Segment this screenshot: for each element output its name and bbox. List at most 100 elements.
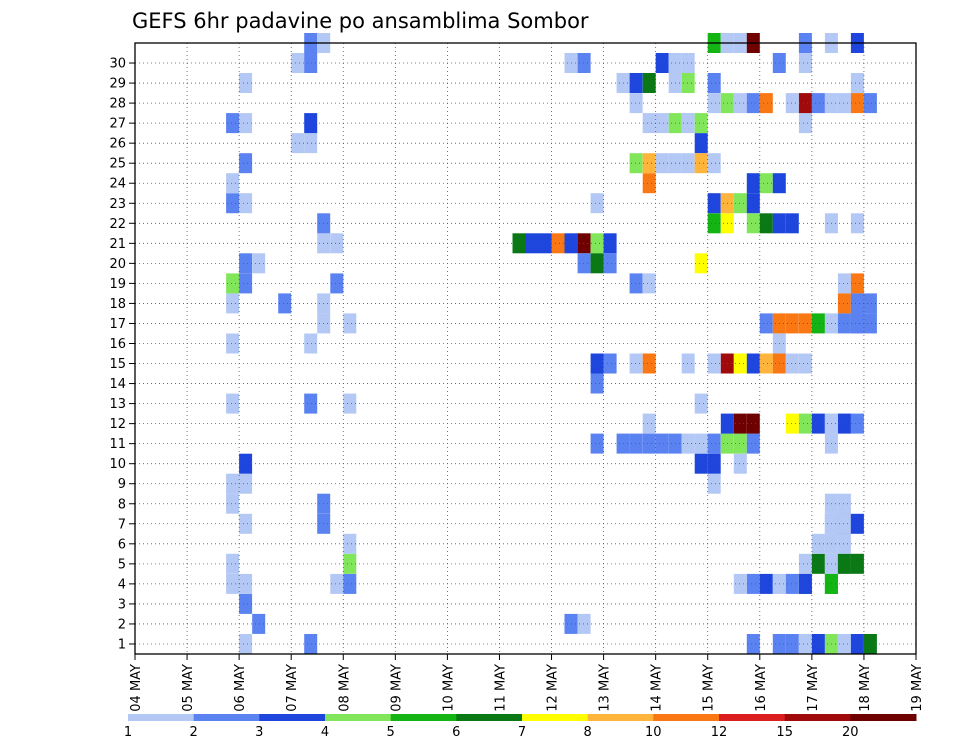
x-tick-label: 11 MAY	[493, 664, 508, 712]
heatmap-cell	[655, 113, 669, 134]
heatmap-cell	[343, 393, 357, 414]
heatmap-cell	[642, 433, 656, 454]
y-tick-label: 28	[109, 97, 126, 112]
heatmap-cell	[304, 113, 318, 134]
colorbar-swatch	[259, 714, 326, 721]
heatmap-cell	[239, 193, 253, 214]
heatmap-cell	[239, 593, 253, 614]
heatmap-cell	[239, 253, 253, 274]
heatmap-cell	[863, 634, 877, 654]
heatmap-cell	[746, 93, 760, 114]
heatmap-cell	[707, 93, 721, 114]
heatmap-cell	[226, 333, 240, 354]
heatmap-cell	[629, 93, 643, 114]
heatmap-cell	[226, 573, 240, 594]
heatmap-cell	[733, 413, 747, 434]
x-tick-label: 05 MAY	[181, 664, 196, 712]
heatmap-cell	[707, 453, 721, 474]
heatmap-cell	[811, 533, 825, 554]
heatmap-cell	[291, 53, 305, 73]
y-tick-label: 26	[109, 137, 126, 152]
heatmap-cell	[226, 553, 240, 574]
y-tick-label: 4	[118, 577, 126, 592]
y-axis: 1234567891011121314151617181920212223242…	[109, 57, 135, 652]
colorbar-swatch	[850, 714, 917, 721]
x-tick-label: 18 MAY	[858, 664, 873, 712]
y-tick-label: 23	[109, 197, 126, 212]
heatmap-cell	[707, 473, 721, 494]
colorbar-swatch	[193, 714, 260, 721]
x-tick-label: 10 MAY	[441, 664, 456, 712]
heatmap-cell	[239, 273, 253, 294]
y-tick-label: 17	[109, 317, 126, 332]
heatmap-cell	[226, 473, 240, 494]
y-tick-label: 8	[118, 497, 126, 512]
heatmap-cell	[863, 313, 877, 334]
heatmap-cell	[330, 573, 344, 594]
chart-title: GEFS 6hr padavine po ansamblima Sombor	[132, 9, 589, 33]
grid-lines	[135, 43, 916, 654]
heatmap-cell	[707, 213, 721, 234]
heatmap-cell	[681, 153, 695, 174]
colorbar-label: 3	[255, 725, 263, 740]
colorbar-label: 6	[452, 725, 460, 740]
heatmap-cell	[226, 113, 240, 134]
colorbar-swatch	[325, 714, 392, 721]
heatmap-cell	[629, 73, 643, 93]
heatmap-cell	[707, 193, 721, 214]
heatmap-cell	[707, 153, 721, 174]
heatmap-cell	[694, 113, 708, 134]
heatmap-cell	[746, 634, 760, 654]
heatmap-cell	[590, 433, 604, 454]
heatmap-cell	[811, 413, 825, 434]
heatmap-cell	[759, 93, 773, 114]
heatmap-cell	[655, 153, 669, 174]
heatmap-cell	[239, 634, 253, 654]
heatmap-cell	[837, 553, 851, 574]
heatmap-cell	[590, 233, 604, 254]
heatmap-cell	[785, 93, 799, 114]
heatmap-cell	[746, 353, 760, 374]
heatmap-cell	[837, 313, 851, 334]
heatmap-cell	[863, 293, 877, 314]
heatmap-cell	[681, 113, 695, 134]
heatmap-cell	[226, 173, 240, 194]
colorbar-swatch	[390, 714, 457, 721]
colorbar-swatch	[128, 714, 195, 721]
colorbar-label: 15	[776, 725, 793, 740]
heatmap-cell	[850, 413, 864, 434]
y-tick-label: 5	[118, 557, 126, 572]
y-tick-label: 16	[109, 337, 126, 352]
heatmap-cell	[837, 413, 851, 434]
colorbar-label: 8	[584, 725, 592, 740]
heatmap-cell	[850, 634, 864, 654]
heatmap-cell	[642, 173, 656, 194]
heatmap-cell	[746, 213, 760, 234]
y-tick-label: 25	[109, 157, 126, 172]
heatmap-cell	[746, 173, 760, 194]
heatmap-cell	[850, 293, 864, 314]
heatmap-cell	[733, 433, 747, 454]
y-tick-label: 14	[109, 377, 126, 392]
x-tick-label: 15 MAY	[702, 664, 717, 712]
x-tick-label: 13 MAY	[598, 664, 613, 712]
heatmap-cell	[811, 93, 825, 114]
heatmap-cell	[603, 253, 617, 274]
y-tick-label: 2	[118, 617, 126, 632]
heatmap-cell	[798, 553, 812, 574]
heatmap-cell	[733, 193, 747, 214]
colorbar-swatch	[456, 714, 523, 721]
heatmap-cell	[694, 433, 708, 454]
y-tick-label: 21	[109, 237, 126, 252]
x-tick-label: 14 MAY	[650, 664, 665, 712]
heatmap-cell	[642, 113, 656, 134]
heatmap-cell	[577, 233, 591, 254]
heatmap-cell	[226, 293, 240, 314]
heatmap-cell	[746, 433, 760, 454]
colorbar-label: 7	[518, 725, 526, 740]
x-tick-label: 08 MAY	[337, 664, 352, 712]
heatmap-cell	[330, 273, 344, 294]
heatmap-cell	[837, 533, 851, 554]
heatmap-cell	[538, 233, 552, 254]
